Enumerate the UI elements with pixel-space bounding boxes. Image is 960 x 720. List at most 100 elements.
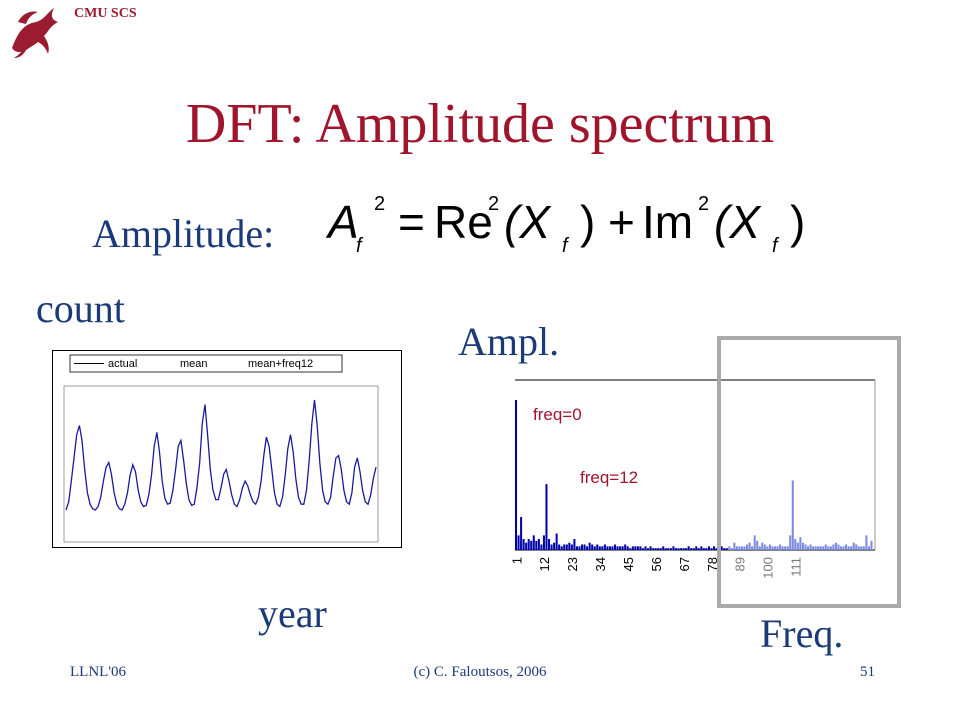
- spectrum-bar: [532, 535, 535, 550]
- formula-lhs-sub: f: [356, 235, 364, 257]
- time-series-chart: actual mean mean+freq12: [52, 350, 402, 548]
- formula-plus: +: [608, 196, 635, 248]
- spectrum-bar: [520, 517, 523, 550]
- spectrum-bar: [738, 546, 741, 550]
- x-tick-label: 23: [565, 557, 580, 571]
- spectrum-bar: [804, 544, 807, 550]
- spectrum-bar: [649, 546, 652, 550]
- x-tick-label: 89: [733, 557, 748, 571]
- spectrum-bar: [852, 542, 855, 550]
- spectrum-bar: [746, 544, 749, 550]
- x-tick-label: 67: [677, 557, 692, 571]
- formula-eq: =: [398, 196, 425, 248]
- spectrum-bar: [677, 548, 680, 550]
- spectrum-bar: [545, 484, 548, 550]
- spectrum-bar: [867, 546, 870, 550]
- spectrum-bar: [827, 546, 830, 550]
- spectrum-bar: [639, 546, 642, 550]
- spectrum-bar: [730, 548, 733, 550]
- spectrum-bar: [847, 546, 850, 550]
- x-tick-label: 56: [649, 557, 664, 571]
- x-tick-label: 12: [537, 557, 552, 571]
- page-number: 51: [860, 664, 875, 680]
- spectrum-bar: [558, 544, 561, 550]
- spectrum-bar: [641, 548, 644, 550]
- spectrum-bar: [669, 548, 672, 550]
- spectrum-bar: [621, 546, 624, 550]
- spectrum-bar: [860, 546, 863, 550]
- spectrum-bar: [822, 546, 825, 550]
- spectrum-bar: [624, 544, 627, 550]
- footer-center: (c) C. Faloutsos, 2006: [413, 664, 547, 680]
- spectrum-bar: [806, 546, 810, 550]
- spectrum-bar: [819, 546, 822, 550]
- spectrum-bar: [743, 546, 746, 550]
- spectrum-bar: [690, 548, 693, 550]
- spectrum-bar: [586, 546, 589, 550]
- formula-lhs: A: [325, 196, 359, 248]
- spectrum-bar: [672, 546, 675, 550]
- spectrum-bar: [870, 540, 873, 550]
- spectrum-bar: [799, 537, 802, 550]
- amplitude-formula: A f 2 = Re 2 (X f ) + Im 2 (X f ): [325, 193, 805, 257]
- spectrum-bar: [865, 535, 868, 550]
- spectrum-bar: [857, 546, 860, 550]
- spectrum-bar: [784, 546, 787, 550]
- spectrum-bar: [662, 546, 665, 550]
- x-tick-label: 78: [705, 557, 720, 571]
- amplitude-label: Amplitude:: [92, 211, 275, 256]
- ampl-label: Ampl.: [458, 319, 560, 364]
- spectrum-bar: [758, 546, 761, 550]
- spectrum-bar: [702, 548, 705, 550]
- spectrum-bar: [761, 542, 764, 550]
- annotation-freq12: freq=12: [580, 468, 638, 487]
- spectrum-bar: [773, 546, 777, 550]
- spectrum-bar: [575, 546, 578, 550]
- formula-re: Re: [434, 196, 493, 248]
- spectrum-bar: [657, 548, 660, 550]
- spectrum-bar: [850, 546, 853, 550]
- legend-mean-freq12: mean+freq12: [248, 358, 313, 370]
- x-tick-label: 111: [789, 557, 804, 577]
- amplitude-spectrum-chart: 1 12 23 34 45 56 67 78 89 100 111 freq=0 freq=12: [509, 336, 901, 608]
- spectrum-bar: [517, 535, 520, 550]
- spectrum-bar: [781, 546, 784, 550]
- spectrum-bar: [791, 480, 794, 550]
- spectrum-bar: [674, 548, 677, 550]
- spectrum-bar: [687, 546, 690, 550]
- spectrum-bar: [697, 548, 700, 550]
- spectrum-bar: [705, 548, 708, 550]
- spectrum-bar: [550, 544, 553, 550]
- spectrum-bar: [530, 540, 533, 550]
- spectrum-bar: [583, 544, 586, 550]
- formula-im-sup: 2: [698, 193, 709, 215]
- spectrum-bar: [801, 542, 804, 550]
- spectrum-bar: [713, 546, 716, 550]
- spectrum-bar: [608, 546, 611, 550]
- spectrum-bar: [845, 544, 848, 550]
- legend-mean: mean: [180, 358, 208, 370]
- freq-label: Freq.: [760, 611, 844, 656]
- formula-x1-sub: f: [562, 235, 570, 257]
- spectrum-bar: [652, 548, 655, 550]
- formula-lhs-sup: 2: [374, 193, 385, 215]
- spectrum-bar: [771, 546, 774, 550]
- spectrum-bar: [540, 544, 543, 550]
- spectrum-bar: [794, 539, 797, 550]
- spectrum-bar: [515, 400, 518, 550]
- spectrum-bar: [839, 546, 843, 550]
- spectrum-bar: [636, 546, 639, 550]
- spectrum-bar: [626, 546, 629, 550]
- spectrum-bar: [832, 544, 835, 550]
- spectrum-bar: [588, 542, 591, 550]
- spectrum-bar: [522, 539, 525, 550]
- spectrum-bar: [768, 544, 771, 550]
- legend-box: [69, 354, 343, 373]
- spectrum-bar: [537, 539, 540, 550]
- spectrum-bar: [763, 544, 766, 550]
- spectrum-bar: [692, 548, 695, 550]
- spectrum-bar: [776, 546, 779, 550]
- spectrum-bar: [553, 542, 556, 550]
- spectrum-bar: [695, 546, 698, 550]
- spectrum-bar: [753, 535, 756, 550]
